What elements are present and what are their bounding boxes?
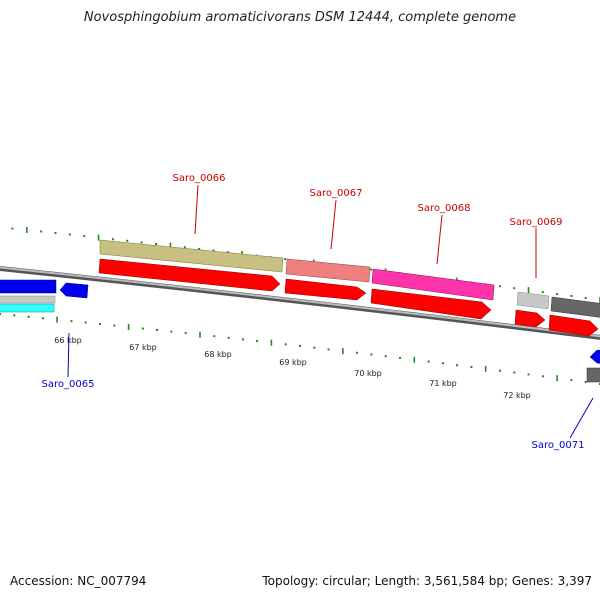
feature-cog-bar-cyan[interactable] (0, 303, 55, 313)
feature-cog-bar-blue[interactable] (0, 279, 57, 294)
gene-label-saro-0069[interactable]: Saro_0069 (510, 217, 563, 228)
cds-arrow-saro-0071[interactable] (589, 349, 600, 364)
cds-arrow-saro-0069[interactable] (514, 309, 546, 328)
inner-tick-track (0, 313, 600, 385)
scale-label-72kbp: 72 kbp (503, 391, 531, 400)
leader-line-saro-0066 (194, 184, 199, 235)
gene-label-saro-0066[interactable]: Saro_0066 (173, 173, 226, 184)
gene-label-saro-0068[interactable]: Saro_0068 (418, 203, 471, 214)
gene-label-saro-0065[interactable]: Saro_0065 (42, 379, 95, 390)
scale-label-66kbp: 66 kbp (54, 336, 82, 345)
cds-arrow-saro-0066[interactable] (98, 258, 281, 292)
genome-summary: Topology: circular; Length: 3,561,584 bp… (262, 574, 592, 588)
cds-arrow-saro-0067[interactable] (284, 278, 367, 301)
scale-label-69kbp: 69 kbp (279, 358, 307, 367)
leader-line-saro-0068 (436, 214, 443, 265)
accession-label: Accession: NC_007794 (10, 574, 147, 588)
leader-line-saro-0067 (330, 199, 337, 250)
chromosome-backbone (0, 266, 600, 340)
feature-cog-bar-saro-0070[interactable] (550, 296, 600, 318)
scale-label-68kbp: 68 kbp (204, 350, 232, 359)
cds-arrow-saro-0068[interactable] (370, 288, 492, 320)
gene-label-saro-0067[interactable]: Saro_0067 (310, 188, 363, 199)
feature-cog-bar-saro-0066[interactable] (99, 239, 284, 273)
leader-line-saro-0071 (569, 397, 594, 439)
chromosome-backbone-highlight (0, 266, 600, 338)
page-title: Novosphingobium aromaticivorans DSM 1244… (83, 10, 517, 25)
leader-line-saro-0065 (67, 332, 70, 378)
feature-cog-bar-light-gray-left[interactable] (0, 295, 56, 304)
cds-arrow-saro-0065[interactable] (59, 282, 89, 299)
feature-cog-bar-saro-0069[interactable] (516, 291, 550, 310)
scale-label-70kbp: 70 kbp (354, 369, 382, 378)
feature-cog-bar-saro-0067[interactable] (285, 258, 371, 283)
feature-cog-bar-saro-0068[interactable] (371, 268, 495, 301)
feature-cog-bar-dark-gray-right[interactable] (586, 367, 600, 383)
scale-label-67kbp: 67 kbp (129, 343, 157, 352)
scale-label-71kbp: 71 kbp (429, 379, 457, 388)
gene-label-saro-0071[interactable]: Saro_0071 (532, 440, 585, 451)
cds-arrow-saro-0070[interactable] (548, 314, 599, 337)
